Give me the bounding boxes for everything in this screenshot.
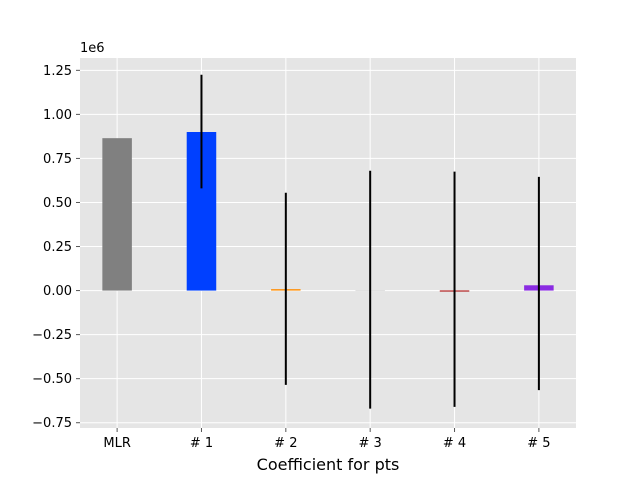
y-tick-labels: −0.75 −0.50 −0.25 0.00 0.25 0.50 0.75 1.00 1.25 — [32, 64, 80, 431]
y-offset-label: 1e6 — [80, 41, 105, 56]
y-tick-label: −0.75 — [32, 416, 72, 431]
y-tick-label: 1.00 — [43, 108, 72, 123]
y-tick-label: 1.25 — [43, 64, 72, 79]
x-tick-labels: MLR # 1 # 2 # 3 # 4 # 5 — [103, 428, 551, 451]
y-tick-label: 0.50 — [43, 196, 72, 211]
y-tick-label: −0.25 — [32, 328, 72, 343]
y-tick-label: 0.25 — [43, 240, 72, 255]
y-tick-label: −0.50 — [32, 372, 72, 387]
error-bars — [200, 74, 540, 409]
y-tick-label: 0.75 — [43, 152, 72, 167]
bar — [102, 138, 132, 291]
x-tick-label: # 3 — [359, 436, 382, 451]
x-tick-label: MLR — [103, 436, 131, 451]
plot-area — [80, 58, 576, 428]
x-axis-label: Coefficient for pts — [257, 455, 400, 474]
y-tick-label: 0.00 — [43, 284, 72, 299]
x-tick-label: # 1 — [190, 436, 213, 451]
x-tick-label: # 4 — [443, 436, 466, 451]
x-tick-label: # 2 — [274, 436, 297, 451]
x-tick-label: # 5 — [527, 436, 550, 451]
